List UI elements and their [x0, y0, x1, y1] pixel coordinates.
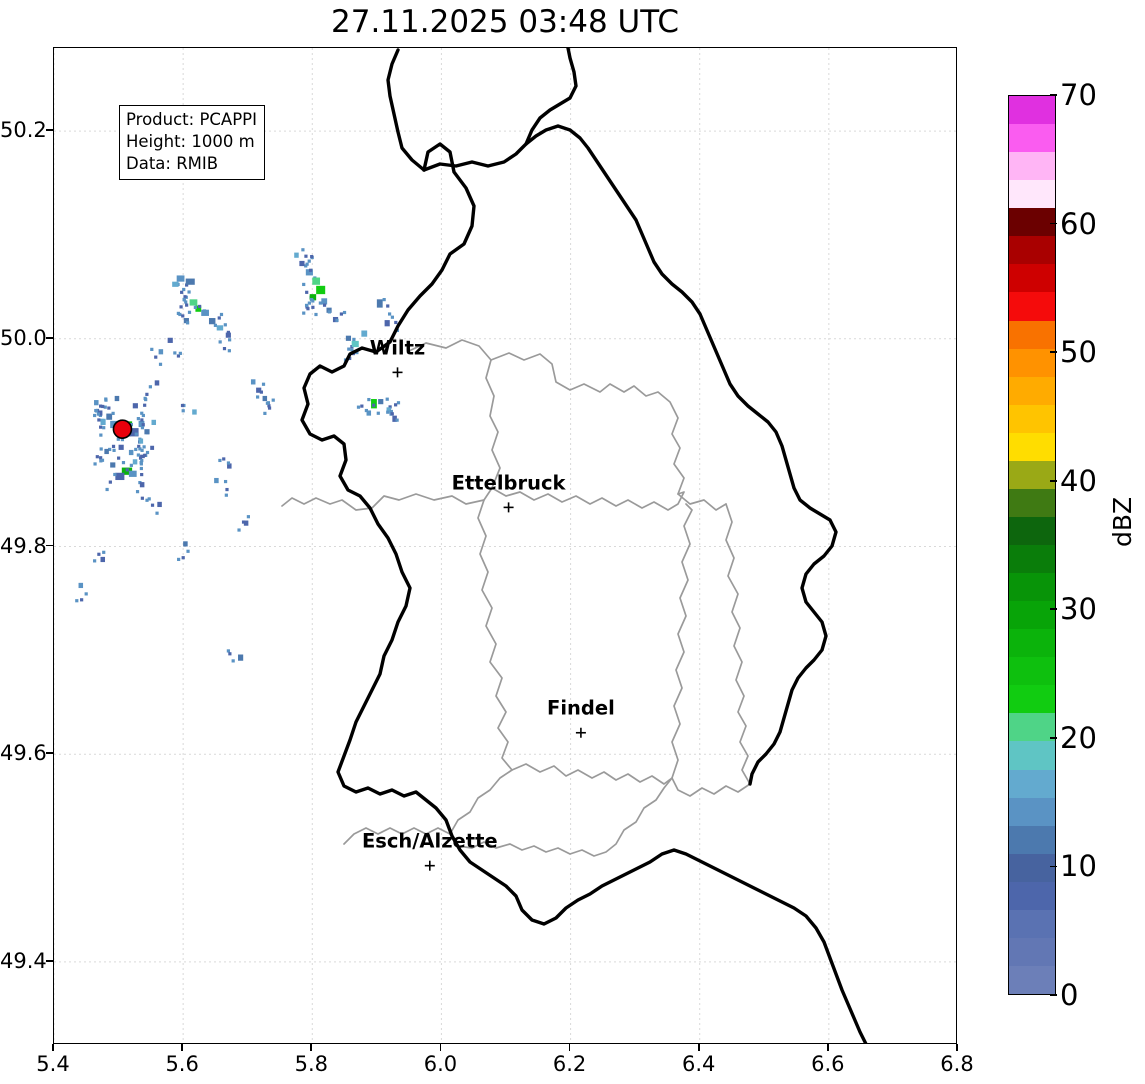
info-product: Product: PCAPPI [126, 110, 257, 129]
colorbar-tick-mark [1050, 994, 1057, 996]
colorbar-band [1009, 601, 1055, 630]
district-boundaries [281, 339, 751, 857]
x-tick-label: 6.4 [682, 1052, 716, 1076]
x-tick-mark [697, 1044, 700, 1051]
colorbar-band [1009, 460, 1055, 489]
x-tick-mark [827, 1044, 829, 1051]
radar-echo-layer [75, 248, 401, 663]
y-tick-label: 49.6 [0, 741, 47, 766]
colorbar-band [1009, 881, 1055, 910]
colorbar-band [1009, 488, 1055, 517]
info-height: Height: 1000 m [126, 131, 255, 151]
colorbar-tick-mark [1050, 94, 1057, 96]
colorbar-band [1009, 573, 1055, 602]
colorbar-band [1009, 96, 1055, 125]
y-tick-mark [46, 752, 53, 754]
x-tick-label: 6.0 [423, 1052, 458, 1076]
city-label-ettelbruck: Ettelbruck [452, 471, 567, 494]
colorbar-tick-label: 30 [1060, 592, 1097, 627]
colorbar-band [1009, 124, 1055, 153]
colorbar-band [1009, 741, 1055, 770]
gridlines [54, 48, 956, 1043]
y-tick-mark [46, 336, 53, 339]
colorbar-band [1009, 769, 1055, 798]
info-data: Data: RMIB [126, 153, 219, 173]
x-tick-mark [568, 1044, 571, 1051]
y-tick-label: 49.8 [0, 533, 47, 558]
colorbar-band [1009, 825, 1055, 854]
page-title: 27.11.2025 03:48 UTC [331, 4, 679, 40]
y-tick-mark [46, 544, 53, 547]
colorbar-band [1009, 376, 1055, 405]
colorbar-tick-label: 20 [1060, 720, 1097, 755]
colorbar-tick-label: 0 [1060, 978, 1079, 1012]
x-tick-mark [52, 1044, 54, 1051]
colorbar-tick-mark [1050, 608, 1057, 611]
colorbar-band [1009, 937, 1055, 966]
colorbar-band [1009, 404, 1055, 433]
colorbar-band [1009, 516, 1055, 545]
x-tick-label: 6.2 [552, 1052, 587, 1076]
colorbar-band [1009, 320, 1055, 349]
x-tick-label: 5.8 [294, 1052, 328, 1076]
colorbar-band [1009, 657, 1055, 686]
city-label-wiltz: Wiltz [370, 336, 426, 359]
x-tick-mark [181, 1044, 183, 1051]
y-tick-label: 49.4 [0, 948, 47, 973]
city-label-findel: Findel [547, 697, 615, 720]
colorbar-title: dBZ [1108, 496, 1137, 547]
colorbar-band [1009, 909, 1055, 938]
colorbar-tick-label: 70 [1060, 78, 1097, 112]
country-border-luxembourg [300, 48, 868, 1043]
y-tick-label: 50.0 [0, 325, 47, 350]
colorbar-tick-label: 50 [1060, 335, 1097, 370]
colorbar-band [1009, 208, 1055, 237]
colorbar-band [1009, 853, 1055, 882]
colorbar-tick-mark [1050, 737, 1057, 739]
x-tick-label: 5.6 [165, 1052, 199, 1076]
colorbar-band [1009, 292, 1055, 321]
colorbar-band [1009, 152, 1055, 181]
colorbar-band [1009, 629, 1055, 658]
colorbar-tick-mark [1050, 479, 1057, 482]
colorbar-tick-label: 60 [1060, 206, 1097, 241]
colorbar-band [1009, 713, 1055, 742]
colorbar-tick-mark [1050, 351, 1057, 353]
city-label-esch-alzette: Esch/Alzette [362, 830, 498, 853]
x-tick-label: 5.4 [36, 1052, 70, 1076]
x-tick-label: 6.8 [940, 1052, 974, 1076]
colorbar-tick-label: 40 [1060, 463, 1097, 498]
y-tick-label: 50.2 [0, 118, 47, 143]
colorbar-band [1009, 545, 1055, 574]
colorbar-band [1009, 797, 1055, 826]
colorbar-band [1009, 965, 1055, 994]
colorbar-band [1009, 180, 1055, 209]
x-tick-label: 6.6 [811, 1052, 845, 1076]
colorbar-band [1009, 685, 1055, 714]
y-tick-mark [46, 129, 53, 131]
x-tick-mark [310, 1044, 313, 1051]
colorbar [1008, 95, 1056, 995]
colorbar-tick-mark [1050, 865, 1057, 868]
map-canvas: Wiltz Ettelbruck Findel Esch/Alzette [54, 48, 956, 1043]
colorbar-band [1009, 432, 1055, 461]
colorbar-band [1009, 264, 1055, 293]
y-tick-mark [46, 960, 53, 962]
product-info-box: Product: PCAPPI Height: 1000 m Data: RMI… [119, 105, 265, 180]
x-tick-mark [956, 1044, 958, 1051]
colorbar-tick-mark [1050, 222, 1057, 225]
colorbar-band [1009, 348, 1055, 377]
colorbar-tick-label: 10 [1060, 849, 1097, 884]
x-tick-mark [439, 1044, 442, 1051]
radar-site-marker [112, 419, 133, 439]
city-markers: Wiltz Ettelbruck Findel Esch/Alzette [362, 336, 615, 871]
radar-map-plot: Wiltz Ettelbruck Findel Esch/Alzette Produc… [53, 47, 957, 1044]
colorbar-band [1009, 236, 1055, 265]
